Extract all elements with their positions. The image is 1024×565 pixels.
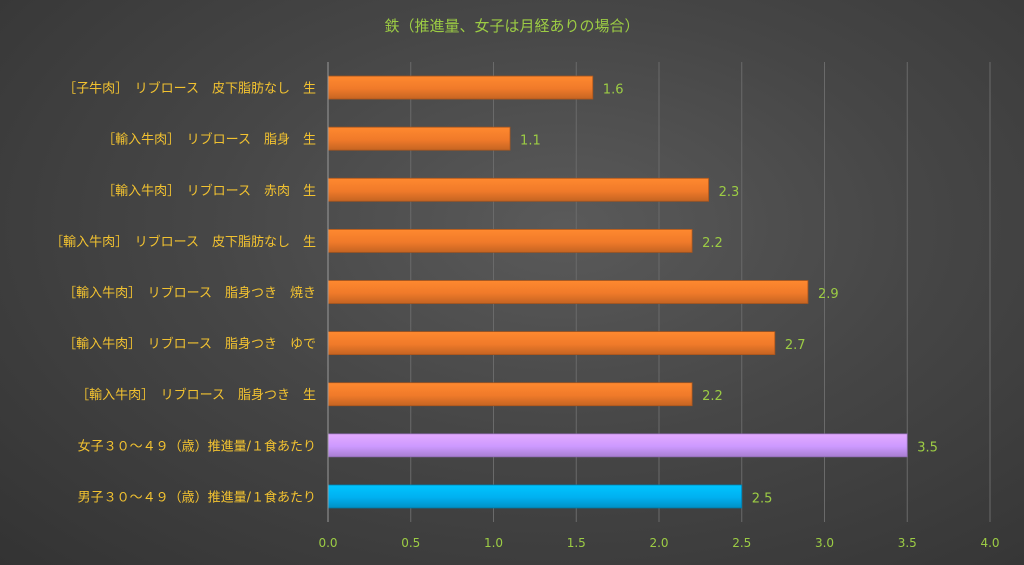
- x-tick-label: 0.0: [318, 536, 337, 550]
- chart-title: 鉄（推進量、女子は月経ありの場合）: [384, 17, 639, 35]
- bar: [327, 280, 809, 304]
- bar: [327, 228, 693, 253]
- bar: [327, 126, 511, 151]
- category-label: ［輸入牛肉］ リブロース 脂身つき ゆで: [63, 336, 316, 352]
- category-label: 男子３０～４９（歳）推進量/１食あたり: [78, 489, 316, 505]
- category-label: ［輸入牛肉］ リブロース 脂身 生: [102, 132, 316, 148]
- x-tick-label: 2.5: [732, 536, 751, 550]
- data-label: 1.6: [603, 83, 624, 98]
- x-tick-label: 1.0: [484, 536, 503, 550]
- data-label: 2.9: [818, 287, 839, 302]
- bar: [327, 433, 908, 458]
- category-label: ［輸入牛肉］ リブロース 皮下脂肪なし 生: [50, 234, 316, 250]
- x-tick-label: 3.0: [815, 536, 834, 550]
- bar: [327, 331, 776, 356]
- data-label: 2.5: [752, 491, 773, 506]
- category-label: ［子牛肉］ リブロース 皮下脂肪なし 生: [63, 81, 316, 97]
- category-label: 女子３０～４９（歳）推進量/１食あたり: [78, 438, 316, 454]
- x-tick-label: 4.0: [980, 536, 999, 550]
- category-label: ［輸入牛肉］ リブロース 脂身つき 生: [76, 387, 316, 403]
- x-axis-ticks: 0.0 0.5 1.0 1.5 2.0 2.5 3.0 3.5 4.0: [318, 536, 999, 550]
- bars: [327, 75, 908, 509]
- data-label: 1.1: [520, 134, 541, 149]
- data-label: 3.5: [917, 440, 938, 455]
- x-tick-label: 0.5: [401, 536, 420, 550]
- bar: [327, 75, 594, 100]
- data-label: 2.3: [719, 185, 740, 200]
- x-tick-label: 1.5: [567, 536, 586, 550]
- data-label: 2.2: [702, 389, 723, 404]
- x-tick-label: 3.5: [898, 536, 917, 550]
- data-label: 2.7: [785, 338, 806, 353]
- bar: [327, 484, 743, 509]
- category-labels: ［子牛肉］ リブロース 皮下脂肪なし 生 ［輸入牛肉］ リブロース 脂身 生 ［輸入…: [50, 81, 316, 506]
- data-label: 2.2: [702, 236, 723, 251]
- category-label: ［輸入牛肉］ リブロース 脂身つき 焼き: [63, 285, 316, 301]
- value-labels: 1.6 1.1 2.3 2.2 2.9 2.7 2.2 3.5 2.5: [520, 83, 938, 507]
- bar: [327, 177, 710, 202]
- category-label: ［輸入牛肉］ リブロース 赤肉 生: [102, 183, 316, 199]
- bar: [327, 382, 693, 407]
- x-tick-label: 2.0: [649, 536, 668, 550]
